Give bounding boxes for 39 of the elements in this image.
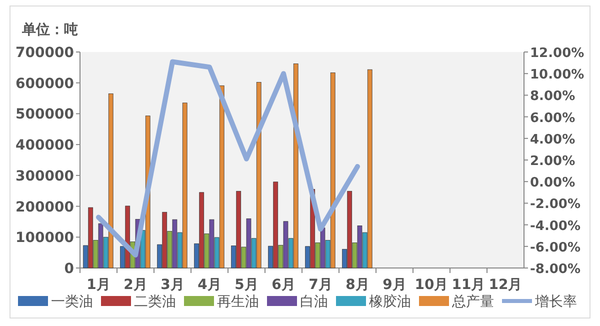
x-tick-label: 7月 xyxy=(308,277,332,293)
x-tick-label: 8月 xyxy=(346,277,370,293)
x-tick-label: 10月 xyxy=(414,277,448,293)
y-tick-label: 200000 xyxy=(16,199,74,216)
x-tick-label: 12月 xyxy=(488,277,522,293)
y-tick-label: 600000 xyxy=(16,76,74,92)
x-tick-label: 9月 xyxy=(382,277,406,293)
y-tick-label: 400000 xyxy=(16,138,74,154)
y-axis-title: 单位：吨 xyxy=(21,22,78,38)
y2-tick-label: -6.00% xyxy=(530,240,580,256)
x-tick-label: 5月 xyxy=(234,277,258,293)
y-tick-label: 300000 xyxy=(16,168,74,184)
legend-label: 增长率 xyxy=(534,294,577,310)
x-tick-label: 4月 xyxy=(198,277,222,293)
x-tick-label: 3月 xyxy=(160,277,184,293)
legend-label: 橡胶油 xyxy=(369,294,411,310)
x-tick-label: 6月 xyxy=(272,277,296,293)
y2-tick-label: -8.00% xyxy=(530,262,580,277)
legend-label: 二类油 xyxy=(134,294,176,310)
y2-tick-label: -4.00% xyxy=(530,218,580,234)
legend-label: 总产量 xyxy=(451,294,494,310)
y2-tick-label: 0.00% xyxy=(530,176,576,191)
y-tick-label: 700000 xyxy=(16,45,74,61)
y2-tick-label: 10.00% xyxy=(530,68,584,83)
y-tick-label: 100000 xyxy=(16,230,74,246)
x-tick-label: 2月 xyxy=(124,277,148,293)
y-tick-label: 0 xyxy=(64,261,74,277)
legend-label: 一类油 xyxy=(51,294,93,310)
x-tick-label: 11月 xyxy=(452,277,486,293)
y2-tick-label: 6.00% xyxy=(530,110,576,126)
y-tick-label: 500000 xyxy=(16,106,74,123)
y2-tick-label: -2.00% xyxy=(530,197,580,212)
y2-tick-label: 12.00% xyxy=(530,46,584,61)
y2-tick-label: 2.00% xyxy=(530,154,576,169)
y2-tick-label: 8.00% xyxy=(530,89,576,104)
legend-label: 再生油 xyxy=(217,294,259,310)
y2-tick-label: 4.00% xyxy=(530,132,576,148)
legend-label: 白油 xyxy=(300,294,328,310)
x-tick-label: 1月 xyxy=(86,277,110,293)
